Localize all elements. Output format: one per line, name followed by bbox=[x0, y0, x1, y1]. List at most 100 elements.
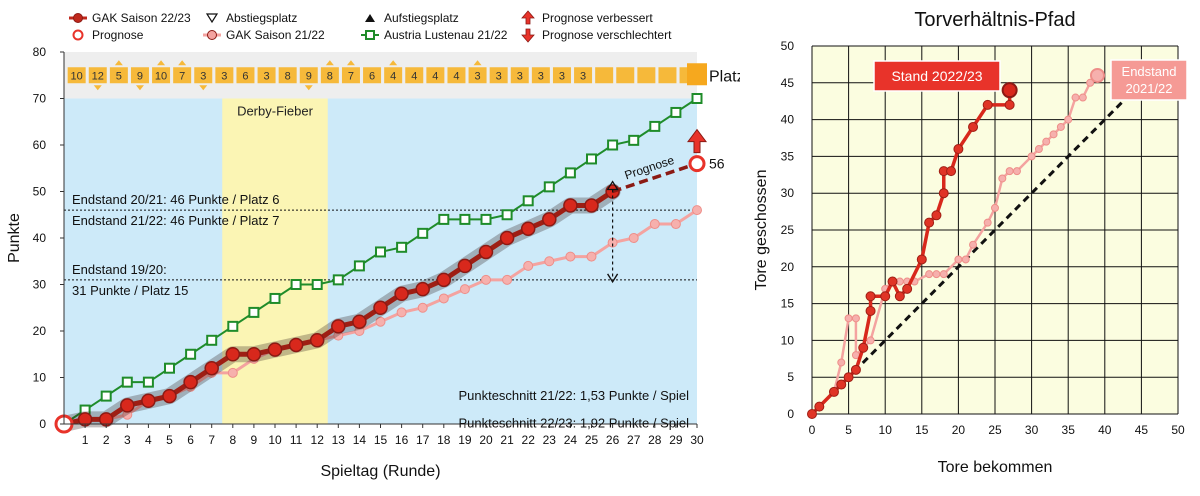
ranking-value: 8 bbox=[285, 70, 291, 82]
path-point-2223 bbox=[865, 305, 876, 316]
point-lustenau bbox=[164, 362, 175, 374]
y-axis-label: Tore geschossen bbox=[753, 170, 770, 291]
path-point-2122 bbox=[851, 314, 860, 323]
legend-marker bbox=[73, 13, 83, 23]
ranking-down-marker bbox=[199, 85, 208, 91]
x-tick-label: 35 bbox=[1062, 423, 1076, 437]
x-tick-label: 24 bbox=[564, 433, 578, 447]
y-tick-label: 50 bbox=[33, 185, 47, 199]
path-point-2223 bbox=[836, 379, 847, 390]
path-point-2223 bbox=[924, 217, 935, 228]
point-gak-2223 bbox=[204, 360, 219, 376]
ranking-down-marker bbox=[135, 85, 144, 91]
point-gak-2223 bbox=[225, 347, 241, 362]
forecast-end-label: 56 bbox=[709, 156, 725, 172]
point-gak-2122 bbox=[586, 251, 597, 262]
path-point-2122 bbox=[1034, 145, 1043, 154]
y-tick-label: 50 bbox=[781, 39, 795, 53]
x-tick-label: 4 bbox=[145, 433, 152, 447]
x-tick-label: 25 bbox=[988, 423, 1002, 437]
label-2122-line2: 2021/22 bbox=[1126, 81, 1173, 96]
ranking-box bbox=[299, 67, 318, 84]
ranking-up-marker bbox=[114, 60, 123, 66]
x-tick-label: 30 bbox=[690, 433, 704, 447]
ranking-box bbox=[130, 67, 149, 84]
path-point-2122 bbox=[1005, 167, 1014, 176]
y-tick-label: 0 bbox=[39, 417, 46, 431]
x-tick-label: 20 bbox=[479, 433, 493, 447]
y-tick-label: 30 bbox=[33, 278, 47, 292]
ranking-up-marker bbox=[325, 60, 334, 66]
y-tick-label: 15 bbox=[781, 297, 795, 311]
path-point-2122 bbox=[1064, 115, 1073, 124]
point-lustenau bbox=[375, 246, 386, 258]
ranking-box bbox=[468, 67, 487, 84]
reference-label-above: Endstand 20/21: 46 Punkte / Platz 6 bbox=[72, 192, 279, 207]
ranking-value: 3 bbox=[200, 70, 206, 82]
x-tick-label: 21 bbox=[500, 433, 514, 447]
path-point-2122 bbox=[954, 255, 963, 264]
legend-item: GAK Saison 21/22 bbox=[203, 28, 325, 42]
legend-item: Prognose verbessert bbox=[521, 10, 653, 25]
path-point-2122 bbox=[925, 270, 934, 279]
y-tick-label: 70 bbox=[33, 92, 47, 106]
point-lustenau bbox=[459, 213, 471, 225]
ranking-value: 9 bbox=[306, 70, 312, 82]
point-gak-2223 bbox=[520, 221, 536, 236]
x-tick-label: 22 bbox=[522, 433, 536, 447]
forecast-line bbox=[612, 161, 698, 194]
path-point-2122 bbox=[961, 255, 970, 264]
ranking-final-box bbox=[687, 63, 707, 86]
path-point-2223 bbox=[931, 210, 942, 221]
path-point-2122 bbox=[1027, 152, 1036, 161]
point-gak-2223 bbox=[499, 230, 515, 246]
y-tick-label: 80 bbox=[33, 45, 47, 59]
ranking-box bbox=[426, 67, 445, 84]
ranking-box bbox=[257, 67, 276, 84]
point-lustenau bbox=[353, 260, 365, 272]
y-tick-label: 0 bbox=[787, 407, 794, 421]
x-tick-label: 28 bbox=[648, 433, 662, 447]
y-tick-label: 20 bbox=[33, 324, 47, 338]
legend-item: Abstiegsplatz bbox=[205, 11, 297, 25]
path-point-2122 bbox=[991, 203, 999, 212]
point-lustenau bbox=[417, 227, 429, 239]
point-lustenau bbox=[564, 167, 576, 179]
path-end-2223 bbox=[1001, 82, 1018, 99]
ranking-value: 12 bbox=[92, 70, 104, 82]
point-lustenau bbox=[480, 213, 492, 225]
point-lustenau bbox=[543, 181, 555, 193]
x-tick-label: 6 bbox=[187, 433, 194, 447]
x-tick-label: 5 bbox=[166, 433, 173, 447]
reference-lines: Endstand 20/21: 46 Punkte / Platz 6 Endst… bbox=[64, 192, 697, 298]
y-tick-label: 5 bbox=[787, 370, 794, 384]
annotation-avg-2223: Punkteschnitt 22/23: 1,92 Punkte / Spiel bbox=[458, 416, 689, 431]
legend-item: Aufstiegsplatz bbox=[365, 11, 459, 25]
y-tick-label: 30 bbox=[781, 186, 795, 200]
label-2223: Stand 2022/23 bbox=[891, 68, 982, 84]
path-point-2122 bbox=[969, 240, 978, 249]
legend-label: Prognose verschlechtert bbox=[542, 28, 672, 42]
legend-marker bbox=[365, 14, 375, 22]
point-gak-2122 bbox=[544, 256, 555, 267]
x-tick-label: 2 bbox=[103, 433, 110, 447]
path-point-2122 bbox=[1078, 93, 1087, 102]
y-tick-label: 40 bbox=[33, 231, 47, 245]
path-point-2223 bbox=[843, 372, 854, 383]
point-gak-2122 bbox=[481, 274, 491, 285]
ranking-value: 3 bbox=[263, 70, 269, 82]
path-point-2122 bbox=[932, 270, 941, 279]
point-gak-2223 bbox=[331, 319, 346, 334]
legend-item: Prognose verschlechtert bbox=[521, 28, 672, 43]
x-tick-label: 23 bbox=[543, 433, 557, 447]
legend-marker bbox=[521, 28, 535, 43]
path-point-2122 bbox=[1056, 122, 1065, 131]
ranking-box bbox=[152, 67, 171, 84]
point-lustenau bbox=[248, 306, 260, 318]
ranking-value: 3 bbox=[496, 70, 502, 82]
y-tick-label: 45 bbox=[781, 76, 795, 90]
path-point-2223 bbox=[982, 99, 993, 110]
path-point-2223 bbox=[953, 144, 964, 155]
ranking-box bbox=[552, 67, 571, 84]
legend-marker bbox=[207, 30, 217, 40]
